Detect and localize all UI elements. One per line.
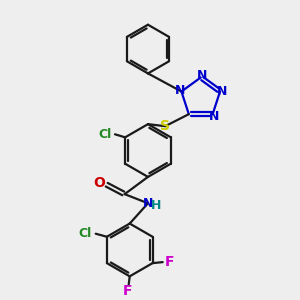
Text: N: N xyxy=(196,69,207,82)
Text: H: H xyxy=(151,199,161,212)
Text: O: O xyxy=(93,176,105,190)
Text: N: N xyxy=(208,110,219,123)
Text: N: N xyxy=(175,84,186,97)
Text: N: N xyxy=(143,197,153,210)
Text: S: S xyxy=(160,119,170,133)
Text: Cl: Cl xyxy=(78,227,91,240)
Text: Cl: Cl xyxy=(98,128,112,141)
Text: F: F xyxy=(123,284,132,298)
Text: N: N xyxy=(217,85,227,98)
Text: F: F xyxy=(165,255,175,269)
